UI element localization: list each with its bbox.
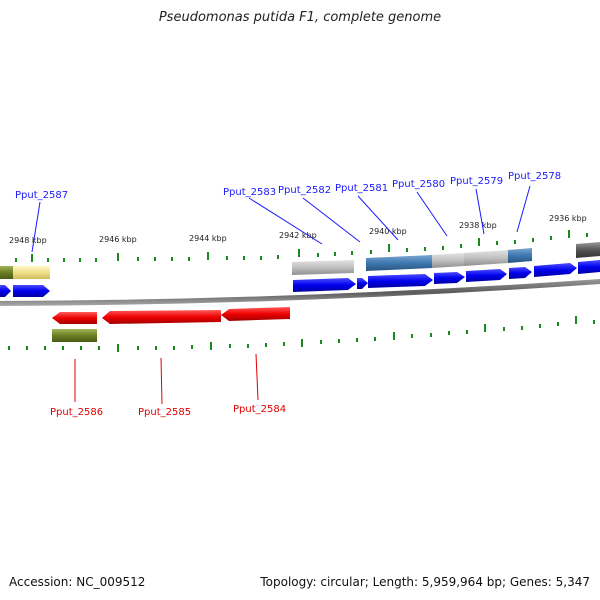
forward-gene-pput-2582[interactable] [357,278,368,289]
forward-gene-pput-2578[interactable] [509,267,532,279]
gene-label-pput-2580[interactable]: Pput_2580 [392,179,445,190]
feature-block-grey-1[interactable] [292,260,354,275]
reverse-gene-pput-2586[interactable] [52,312,97,324]
forward-gene-pput-2583[interactable] [293,278,356,292]
tick-label-2946: 2946 kbp [99,235,137,244]
forward-gene-left-1[interactable] [0,285,11,297]
feature-block-khaki[interactable] [13,266,50,279]
feature-block-steel-1[interactable] [366,255,432,271]
map-title: Pseudomonas putida F1, complete genome [158,10,442,25]
forward-gene-pput-2579[interactable] [466,269,507,282]
forward-gene-pput-2580[interactable] [434,272,465,284]
gene-label-pput-2587[interactable]: Pput_2587 [15,190,68,201]
feature-block-dark[interactable] [576,242,600,258]
forward-gene-right-1[interactable] [534,263,577,277]
forward-gene-pput-2581[interactable] [368,274,433,288]
reverse-gene-pput-2585[interactable] [102,310,221,324]
gene-label-pput-2579[interactable]: Pput_2579 [450,176,503,187]
gene-label-pput-2581[interactable]: Pput_2581 [335,183,388,194]
tick-label-2942: 2942 kbp [279,231,317,240]
forward-gene-right-2[interactable] [578,260,600,274]
accession-text: Accession: NC_009512 [9,575,146,589]
feature-block-steel-2[interactable] [508,248,532,263]
tick-label-2940: 2940 kbp [369,227,407,236]
feature-block-olive-upper[interactable] [0,266,13,279]
gene-label-pput-2584[interactable]: Pput_2584 [233,404,286,415]
gene-label-pput-2583[interactable]: Pput_2583 [223,187,276,198]
feature-block-olive-lower[interactable] [52,329,97,342]
tick-track-lower [8,316,595,352]
gene-label-pput-2578[interactable]: Pput_2578 [508,171,561,182]
tick-label-2944: 2944 kbp [189,234,227,243]
tick-label-2948: 2948 kbp [9,236,47,245]
tick-track-upper [15,230,588,262]
feature-block-grey-3[interactable] [464,250,508,266]
gene-label-pput-2585[interactable]: Pput_2585 [138,407,191,418]
genome-backbone [0,279,600,306]
forward-gene-track [0,260,600,297]
reverse-gene-track [52,307,290,324]
reverse-gene-pput-2584[interactable] [221,307,290,321]
tick-label-2936: 2936 kbp [549,214,587,223]
forward-gene-left-2[interactable] [13,285,50,297]
gene-label-pput-2586[interactable]: Pput_2586 [50,407,103,418]
gene-label-pput-2582[interactable]: Pput_2582 [278,185,331,196]
callout-lines-top [31,185,531,253]
callout-lines-bottom [74,353,259,405]
feature-block-grey-2[interactable] [432,253,464,268]
tick-label-2938: 2938 kbp [459,221,497,230]
feature-track-upper [0,242,600,279]
genome-summary-text: Topology: circular; Length: 5,959,964 bp… [260,575,590,589]
